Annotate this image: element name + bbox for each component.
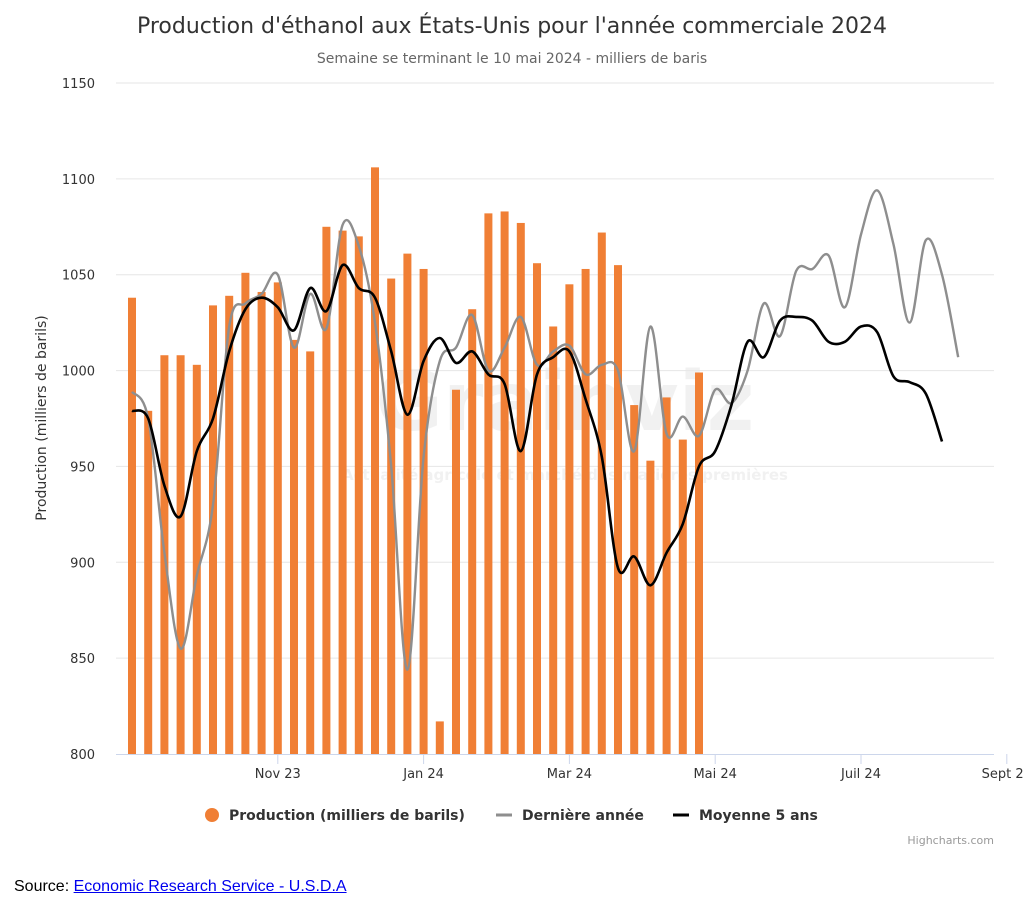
production-bar xyxy=(241,272,250,754)
production-bar xyxy=(678,439,687,754)
avg5-line xyxy=(131,263,944,587)
x-tick-label: Jan 24 xyxy=(402,767,444,782)
production-bars xyxy=(128,167,703,755)
legend-item-last-year[interactable]: Dernière année xyxy=(496,808,644,824)
production-bar xyxy=(597,232,606,755)
legend-avg5-label: Moyenne 5 ans xyxy=(699,808,818,824)
production-bar xyxy=(581,268,590,754)
source-label: Source: xyxy=(14,878,74,895)
production-bar xyxy=(338,230,347,754)
production-bar xyxy=(500,211,509,754)
production-bar xyxy=(614,265,622,754)
production-bar xyxy=(192,364,201,754)
production-bar xyxy=(516,222,525,755)
y-tick-label: 1100 xyxy=(62,173,95,188)
highcharts-credits[interactable]: Highcharts.com xyxy=(907,834,994,847)
chart-subtitle: Semaine se terminant le 10 mai 2024 - mi… xyxy=(317,51,707,67)
production-bar xyxy=(128,297,136,754)
production-bar xyxy=(662,397,671,754)
x-tick-label: Mar 24 xyxy=(547,767,592,782)
production-bar xyxy=(273,282,282,754)
y-axis-title: Production (milliers de barils) xyxy=(34,315,50,520)
production-bar xyxy=(695,372,703,754)
ethanol-production-chart: Production d'éthanol aux États-Unis pour… xyxy=(34,13,1024,847)
production-bar xyxy=(452,389,460,754)
series-lines xyxy=(130,189,960,671)
production-bar xyxy=(549,326,558,754)
production-bar xyxy=(565,284,574,754)
legend-item-avg5[interactable]: Moyenne 5 ans xyxy=(673,808,818,824)
x-axis: Nov 23 Jan 24 Mar 24 Mai 24 Juil 24 Sept 24 xyxy=(116,754,1024,782)
production-bar xyxy=(144,410,153,754)
y-axis: 800 850 900 950 1000 1050 1100 1150 xyxy=(62,77,95,763)
production-bar xyxy=(322,226,331,755)
y-tick-label: 1000 xyxy=(62,365,95,380)
source-link[interactable]: Economic Research Service - U.S.D.A xyxy=(73,878,347,895)
production-bar xyxy=(371,167,379,755)
production-bar xyxy=(484,213,493,754)
production-bar xyxy=(630,405,639,754)
production-bar xyxy=(257,291,266,754)
last-year-line xyxy=(130,189,960,671)
y-tick-label: 950 xyxy=(70,460,95,475)
y-tick-label: 1150 xyxy=(62,77,95,92)
production-bar xyxy=(403,253,412,754)
x-tick-label: Nov 23 xyxy=(255,767,301,782)
legend: Production (milliers de barils) Dernière… xyxy=(205,808,818,824)
production-bar xyxy=(419,268,428,754)
production-bar xyxy=(435,721,444,754)
production-bar xyxy=(290,339,298,754)
source-line: Source: Economic Research Service - U.S.… xyxy=(14,878,347,896)
production-bar xyxy=(468,309,477,754)
y-tick-label: 1050 xyxy=(62,269,95,284)
x-tick-label: Mai 24 xyxy=(693,767,736,782)
x-tick-label: Juil 24 xyxy=(840,767,881,782)
production-bar xyxy=(646,460,655,754)
production-bar xyxy=(387,278,396,754)
production-bar xyxy=(209,305,217,754)
y-tick-label: 800 xyxy=(70,748,95,763)
production-bar xyxy=(306,351,315,754)
production-bar xyxy=(225,295,234,754)
production-bar xyxy=(533,263,541,754)
legend-last-year-label: Dernière année xyxy=(522,808,644,824)
x-tick-label: Sept 24 xyxy=(982,767,1024,782)
legend-production-marker xyxy=(205,808,219,822)
production-bar xyxy=(176,355,185,754)
chart-title: Production d'éthanol aux États-Unis pour… xyxy=(137,13,887,39)
production-bar xyxy=(354,236,363,754)
y-tick-label: 900 xyxy=(70,556,95,571)
legend-production-label: Production (milliers de barils) xyxy=(229,808,465,824)
y-tick-label: 850 xyxy=(70,652,95,667)
legend-item-production[interactable]: Production (milliers de barils) xyxy=(205,808,465,824)
